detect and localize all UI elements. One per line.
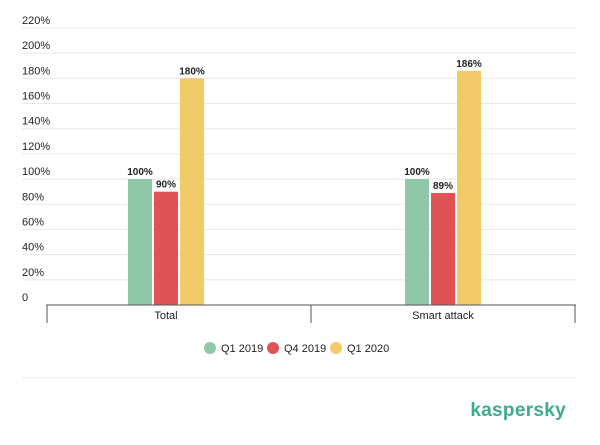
y-tick-label: 120% xyxy=(22,141,50,153)
bar xyxy=(154,191,178,305)
x-category-label: Smart attack xyxy=(412,310,474,322)
x-category-label: Total xyxy=(154,310,177,322)
data-label: 90% xyxy=(156,180,176,191)
y-tick-label: 100% xyxy=(22,166,50,178)
legend-label: Q1 2019 xyxy=(221,343,263,355)
legend-label: Q4 2019 xyxy=(284,343,326,355)
data-label: 180% xyxy=(179,66,205,77)
kaspersky-logo: kaspersky xyxy=(470,400,566,421)
legend-swatch xyxy=(204,342,216,354)
data-label: 100% xyxy=(127,167,153,178)
grid-layer xyxy=(22,27,576,281)
y-tick-label: 160% xyxy=(22,91,50,103)
data-label: 100% xyxy=(404,167,430,178)
y-tick-label: 200% xyxy=(22,40,50,52)
legend: Q1 2019 Q4 2019 Q1 2020 xyxy=(204,342,389,355)
bar xyxy=(457,70,481,306)
y-tick-label: 0 xyxy=(22,292,28,304)
bars-layer xyxy=(128,70,481,306)
legend-swatch xyxy=(267,342,279,354)
y-tick-label: 20% xyxy=(22,267,44,279)
data-label: 186% xyxy=(456,59,482,70)
bar xyxy=(405,179,429,305)
bar xyxy=(128,179,152,305)
x-axis: Total Smart attack xyxy=(46,304,576,323)
y-tick-label: 140% xyxy=(22,116,50,128)
bar xyxy=(431,192,455,305)
bar xyxy=(180,78,204,305)
y-tick-label: 60% xyxy=(22,216,44,228)
data-labels-layer: 100%90%180%100%89%186% xyxy=(127,59,482,192)
y-tick-label: 40% xyxy=(22,242,44,254)
y-axis-ticks: 0 20% 40% 60% 80% 100% 120% 140% 160% 180% 200% 220… xyxy=(22,15,50,304)
legend-label: Q1 2020 xyxy=(347,343,389,355)
y-tick-label: 220% xyxy=(22,15,50,27)
data-label: 89% xyxy=(433,181,453,192)
y-tick-label: 180% xyxy=(22,65,50,77)
y-tick-label: 80% xyxy=(22,191,44,203)
legend-swatch xyxy=(330,342,342,354)
